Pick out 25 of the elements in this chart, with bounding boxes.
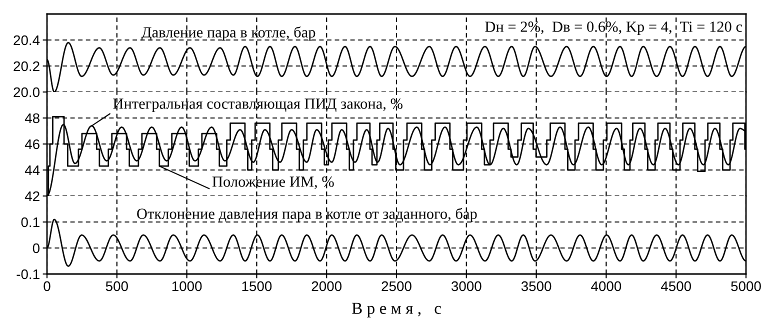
series-label: Интегральная составляющая ПИД закона, % [113,98,402,112]
x-tick-label: 3000 [451,281,482,292]
x-tick-label: 2500 [382,281,412,292]
y-tick-label: 44 [24,165,40,176]
x-tick-label: 500 [106,281,128,292]
y-tick-label: -0.1 [16,269,40,280]
annotation: Dн = 2%, Dв = 0.6%, Kp = 4, Ti = 120 с [485,22,742,35]
y-tick-label: 46 [24,139,40,150]
y-tick-label: 48 [24,113,40,124]
x-tick-label: 4000 [591,281,622,292]
x-tick-label: 0 [44,281,50,292]
x-tick-label: 5000 [731,281,761,292]
y-tick-label: 0.1 [21,217,40,228]
y-tick-label: 0 [32,243,40,254]
x-tick-label: 1500 [242,281,272,292]
x-tick-label: 2000 [312,281,342,292]
y-tick-label: 42 [24,191,40,202]
legend-label: Положение ИМ, % [212,176,334,190]
y-tick-label: 20.0 [14,87,40,98]
x-tick-label: 1000 [172,281,202,292]
y-tick-label: 20.2 [14,61,40,72]
x-axis-title: В р е м я , с [352,302,441,318]
x-tick-label: 3500 [521,281,552,292]
y-tick-label: 20.4 [14,35,40,46]
x-tick-label: 4500 [660,281,692,292]
